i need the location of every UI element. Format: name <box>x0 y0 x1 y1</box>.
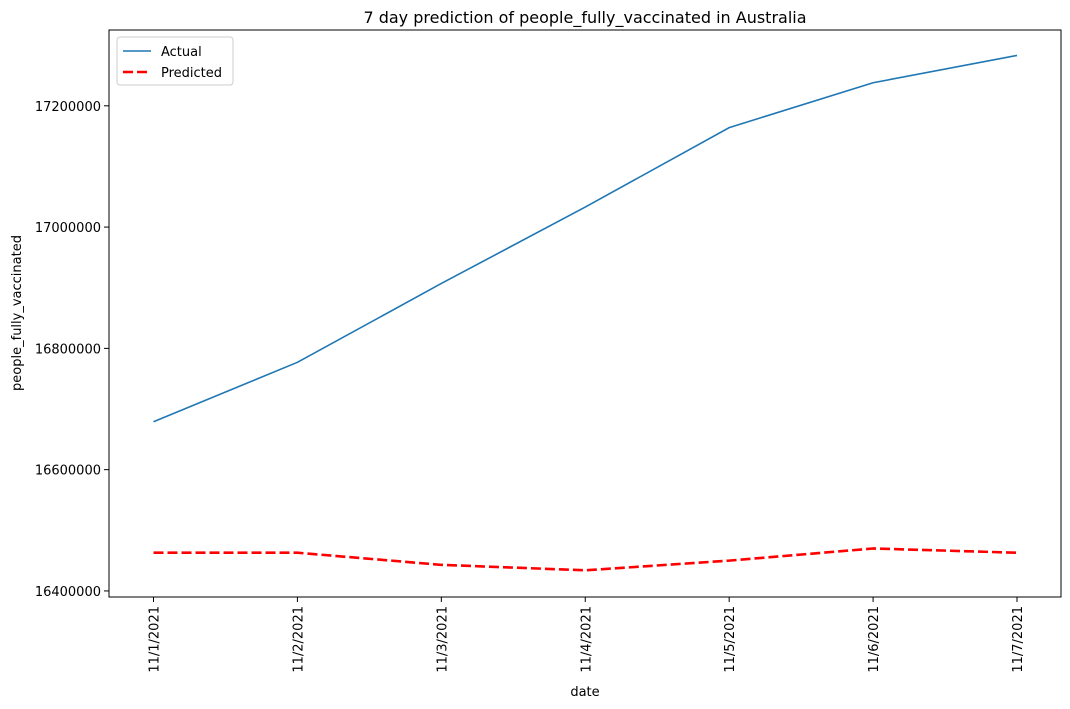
legend-label-predicted: Predicted <box>161 66 222 81</box>
x-tick-label: 11/3/2021 <box>435 606 450 673</box>
x-tick-label: 11/4/2021 <box>579 606 594 673</box>
y-tick-label: 17200000 <box>35 100 101 115</box>
x-axis-title: date <box>570 685 599 700</box>
x-tick-label: 11/2/2021 <box>291 606 306 673</box>
axes-frame <box>108 29 1062 598</box>
x-tick-label: 11/7/2021 <box>1011 606 1026 673</box>
legend-label-actual: Actual <box>161 45 202 60</box>
y-tick-label: 17000000 <box>35 221 101 236</box>
series-line-predicted <box>153 547 1018 572</box>
y-tick-label: 16800000 <box>35 342 101 357</box>
y-axis: 16400000 16600000 16800000 17000000 17200000 <box>35 100 109 600</box>
x-axis: 11/1/2021 11/2/2021 11/3/2021 11/4/2021 11/5… <box>148 597 1026 673</box>
chart-title: 7 day prediction of people_fully_vaccina… <box>363 8 806 28</box>
y-tick-label: 16400000 <box>35 585 101 600</box>
x-tick-label: 11/5/2021 <box>723 606 738 673</box>
x-tick-label: 11/6/2021 <box>867 606 882 673</box>
y-tick-label: 16600000 <box>35 464 101 479</box>
x-tick-label: 11/1/2021 <box>148 606 163 673</box>
y-axis-title: people_fully_vaccinated <box>10 235 25 391</box>
legend: Actual Predicted <box>116 36 234 86</box>
series-line-actual <box>153 54 1018 423</box>
